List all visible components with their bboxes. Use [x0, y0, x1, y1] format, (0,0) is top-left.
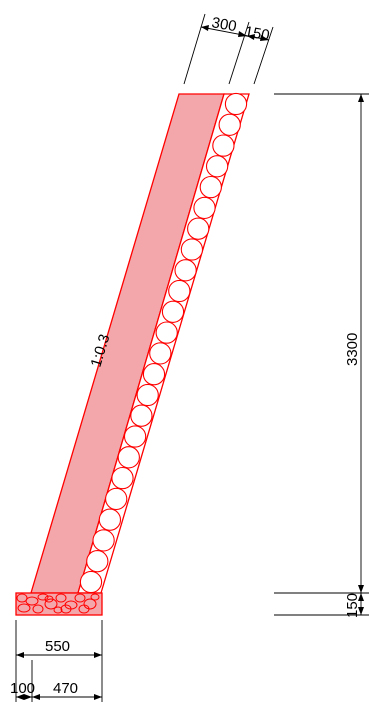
stone-circle [212, 134, 235, 157]
stone-circle [111, 466, 134, 490]
dim-top-stone-thickness: 150 [243, 23, 271, 44]
stone-circle [79, 570, 103, 594]
foundation-stone [16, 593, 28, 603]
stone-circle [136, 383, 159, 407]
stone-circle [205, 155, 229, 178]
foundation-stone [17, 603, 31, 613]
foundation-stone [25, 596, 39, 606]
foundation-stone [37, 593, 49, 601]
foundation-stone [90, 593, 100, 601]
dim-base-width: 550 [45, 638, 70, 655]
stone-circle [142, 363, 166, 386]
foundation-stone [32, 604, 44, 614]
stone-circle [180, 238, 204, 261]
stone-circle [149, 342, 172, 365]
dim-base-thickness: 150 [344, 593, 361, 618]
top-dimension [183, 13, 274, 85]
base-width-dimension [15, 620, 103, 702]
stone-circle [187, 217, 210, 240]
dim-base-toe: 100 [10, 680, 35, 697]
dim-base-remaining: 470 [53, 680, 78, 697]
foundation-stone [83, 598, 97, 610]
stone-circle [193, 196, 216, 220]
stone-circle [130, 404, 153, 427]
foundation-base [15, 592, 103, 616]
stone-circle [224, 92, 248, 116]
stone-circle [199, 175, 222, 199]
foundation-stone [60, 604, 72, 614]
stone-circle [105, 487, 128, 511]
foundation-stone [44, 598, 58, 610]
stone-circle [86, 550, 109, 573]
wall-body [30, 93, 225, 594]
foundation-stone [44, 595, 54, 603]
foundation-stone [53, 606, 63, 614]
stone-circle [168, 279, 191, 303]
stone-circle [155, 321, 178, 344]
foundation-stone [55, 593, 67, 603]
stone-circles [79, 92, 248, 594]
stone-circle [98, 508, 122, 531]
stone-circle [174, 259, 197, 282]
stone-circle [218, 113, 241, 136]
dim-top-wall-thickness: 300 [210, 14, 238, 35]
dim-height: 3300 [344, 333, 361, 366]
stone-circle [123, 425, 147, 448]
stone-circle [92, 529, 115, 552]
stone-circle [117, 446, 140, 469]
foundation-stones [16, 593, 100, 614]
foundation-stone [74, 593, 86, 603]
stone-circle [161, 300, 185, 323]
foundation-stone [78, 604, 90, 614]
height-dimension [274, 93, 369, 616]
